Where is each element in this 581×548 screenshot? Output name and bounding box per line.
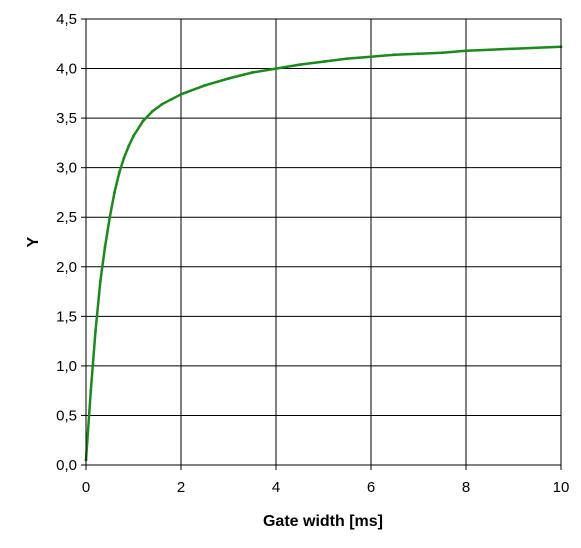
data-point <box>250 71 254 74</box>
data-point <box>117 171 121 175</box>
data-point <box>203 84 207 87</box>
x-tick-label: 10 <box>553 479 570 496</box>
y-tick-label: 0,5 <box>56 407 77 424</box>
x-axis-title: Gate width [ms] <box>263 513 383 530</box>
plot-area <box>86 19 561 465</box>
plot-border <box>85 18 562 466</box>
x-axis-ticks: 0 2 4 6 8 10 <box>82 465 570 496</box>
y-tick-label: 2,5 <box>56 209 77 226</box>
x-tick-label: 2 <box>177 479 185 496</box>
data-point <box>94 329 97 333</box>
data-point <box>369 55 373 59</box>
data-point <box>151 109 154 113</box>
data-point <box>512 47 515 51</box>
y-tick-label: 1,5 <box>56 308 77 325</box>
y-axis-title: Y <box>25 236 42 247</box>
data-point <box>108 215 112 219</box>
y-axis-ticks: 0,0 0,5 1,0 1,5 2,0 2,5 3,0 3,5 4,0 4,5 <box>56 11 86 474</box>
data-point <box>393 53 397 57</box>
data-point <box>345 57 349 61</box>
y-tick-label: 4,5 <box>56 11 77 28</box>
data-point <box>298 63 302 66</box>
y-tick-label: 3,0 <box>56 160 77 177</box>
data-point <box>141 119 145 123</box>
data-point <box>98 280 102 284</box>
data-point <box>132 134 135 138</box>
data-point <box>464 49 468 53</box>
x-tick-label: 4 <box>272 479 280 496</box>
y-tick-label: 0,0 <box>56 457 77 474</box>
data-point <box>227 77 230 80</box>
x-tick-label: 0 <box>82 479 90 496</box>
series-layer <box>84 45 563 462</box>
data-series-line <box>84 45 562 461</box>
data-point <box>170 97 173 101</box>
data-point <box>417 52 420 56</box>
data-point <box>103 245 107 249</box>
data-point <box>113 191 116 194</box>
data-point <box>122 156 126 160</box>
data-point <box>179 92 183 96</box>
data-point <box>160 102 164 106</box>
data-point <box>127 144 131 148</box>
data-point <box>274 67 278 70</box>
data-point <box>535 46 539 50</box>
y-tick-label: 1,0 <box>56 358 77 375</box>
y-tick-label: 3,5 <box>56 110 77 127</box>
data-point <box>488 48 492 52</box>
y-tick-label: 2,0 <box>56 259 77 276</box>
y-tick-label: 4,0 <box>56 61 77 78</box>
data-point <box>440 51 444 55</box>
x-tick-label: 6 <box>367 479 375 496</box>
data-point <box>322 60 325 64</box>
x-tick-label: 8 <box>462 479 470 496</box>
data-point <box>89 389 93 393</box>
